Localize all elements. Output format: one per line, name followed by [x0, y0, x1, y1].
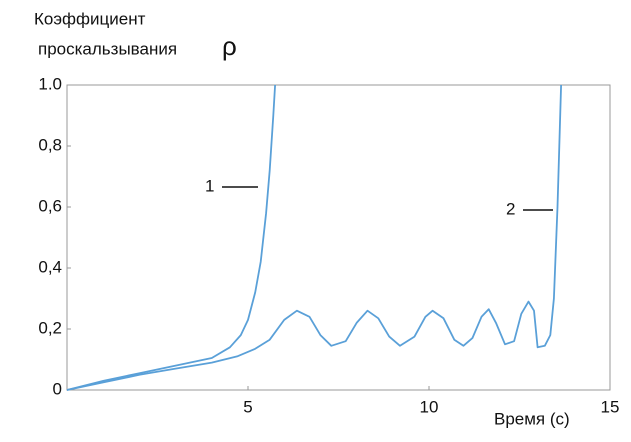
- title-line: Коэффициент: [34, 9, 146, 28]
- x-tick-label: 5: [243, 397, 252, 416]
- series-label: 2: [506, 199, 515, 218]
- y-tick-label: 0,2: [38, 318, 62, 337]
- series-line: [66, 84, 276, 391]
- x-tick-label: 15: [601, 397, 620, 416]
- y-tick-label: 0,4: [38, 257, 62, 276]
- title-symbol: ρ: [222, 31, 237, 61]
- y-tick-label: 0: [53, 379, 62, 398]
- series-line: [66, 84, 562, 391]
- y-tick-label: 1.0: [38, 74, 62, 93]
- title-line: проскальзывания: [38, 39, 177, 58]
- y-tick-label: 0,6: [38, 196, 62, 215]
- x-tick-label: 10: [420, 397, 439, 416]
- plot-frame: [66, 84, 611, 391]
- series-label: 1: [205, 176, 214, 195]
- y-tick-label: 0,8: [38, 135, 62, 154]
- x-axis-label: Время (с): [494, 409, 570, 428]
